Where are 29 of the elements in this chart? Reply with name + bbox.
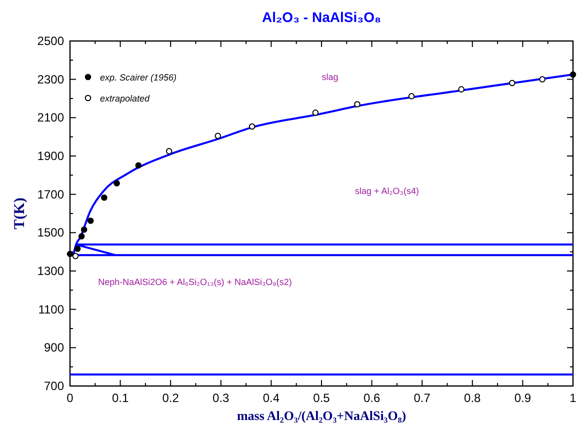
legend-label: extrapolated bbox=[100, 94, 151, 104]
chart-title: Al₂O₃ - NaAlSi₃O₈ bbox=[262, 9, 382, 25]
annotation: slag bbox=[322, 72, 338, 82]
y-tick-label: 700 bbox=[44, 379, 64, 393]
x-tick-label: 0.6 bbox=[363, 391, 380, 405]
legend-label: exp. Scairer (1956) bbox=[100, 72, 177, 82]
x-tick-label: 0.4 bbox=[262, 391, 280, 405]
x-tick-label: 0.3 bbox=[212, 391, 230, 405]
x-tick-label: 0.2 bbox=[162, 391, 180, 405]
annotation: Neph-NaAlSi2O6 + Al₆Si₂O₁₃(s) + NaAlSi₃O₈(s2) bbox=[98, 277, 292, 287]
y-tick-label: 1500 bbox=[37, 226, 64, 240]
y-tick-label: 2100 bbox=[37, 110, 64, 125]
y-tick-label: 1100 bbox=[38, 302, 64, 316]
y-tick-label: 2300 bbox=[37, 72, 64, 86]
y-tick-label: 2500 bbox=[37, 34, 64, 48]
y-axis-title: T(K) bbox=[12, 198, 28, 230]
y-tick-label: 900 bbox=[44, 340, 64, 355]
y-tick-label: 1700 bbox=[37, 187, 64, 202]
x-tick-label: 0.1 bbox=[112, 391, 129, 405]
x-tick-label: 0.5 bbox=[313, 391, 330, 405]
y-tick-label: 1900 bbox=[37, 149, 64, 163]
x-tick-label: 0.9 bbox=[514, 391, 532, 405]
annotation: slag + Al₂O₃(s4) bbox=[355, 186, 419, 196]
y-tick-label: 1300 bbox=[37, 264, 64, 278]
x-tick-label: 0.8 bbox=[464, 391, 482, 405]
x-axis-title: mass Al₂O₃/(Al₂O₃+NaAlSi₃O₈) bbox=[236, 408, 406, 423]
x-tick-label: 0 bbox=[66, 391, 74, 405]
x-tick-label: 1 bbox=[570, 391, 577, 405]
x-tick-label: 0.7 bbox=[414, 391, 431, 405]
